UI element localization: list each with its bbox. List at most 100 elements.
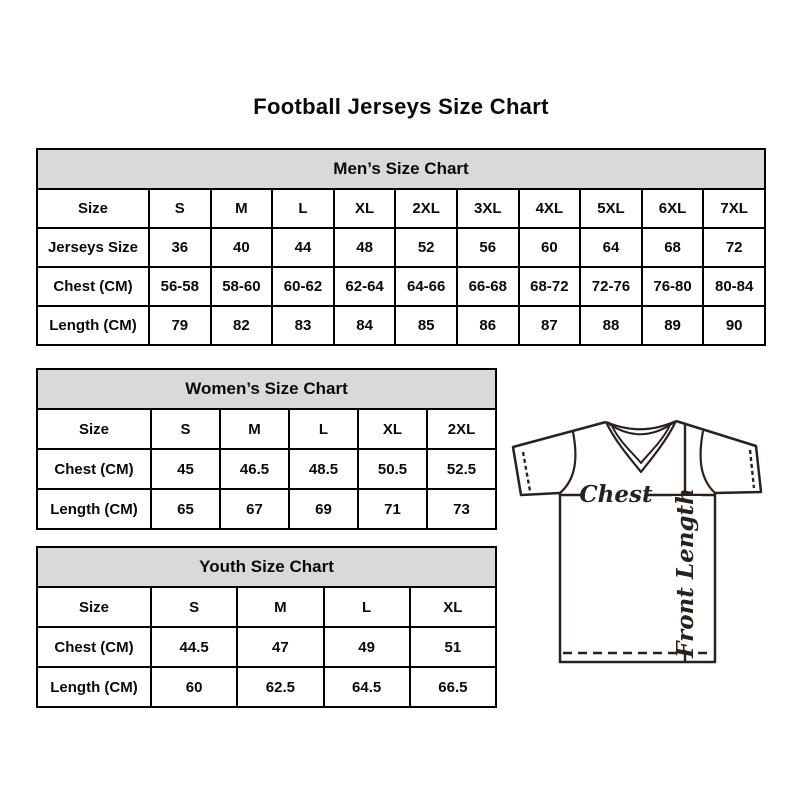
table-cell: 7XL — [702, 188, 766, 229]
row-label: Length (CM) — [36, 305, 150, 346]
right-armhole-seam — [699, 430, 716, 494]
table-cell: S — [150, 408, 221, 450]
left-cuff-dashed-line — [521, 451, 532, 492]
row-label: Size — [36, 188, 150, 229]
table-cell: 40 — [209, 227, 274, 268]
table-cell: 69 — [288, 488, 359, 530]
table-row: Size S M L XL 2XL — [36, 408, 497, 450]
table-cell: 86 — [455, 305, 520, 346]
table-cell: 73 — [426, 488, 497, 530]
table-row: Length (CM) 79 82 83 84 85 86 87 88 89 9… — [36, 305, 766, 346]
row-label: Size — [36, 408, 152, 450]
collar-back-arc-outer — [605, 419, 677, 431]
table-cell: XL — [357, 408, 428, 450]
table-cell: 56 — [455, 227, 520, 268]
table-cell: 76-80 — [640, 266, 705, 307]
table-cell: 5XL — [579, 188, 643, 229]
table-cell: 48 — [332, 227, 397, 268]
table-cell: 2XL — [394, 188, 458, 229]
table-header-row: Women’s Size Chart — [36, 368, 497, 410]
row-label: Jerseys Size — [36, 227, 150, 268]
table-cell: 71 — [357, 488, 428, 530]
table-cell: 85 — [394, 305, 458, 346]
page-title: Football Jerseys Size Chart — [253, 94, 549, 119]
table-cell: 51 — [408, 626, 498, 668]
table-cell: 49 — [322, 626, 411, 668]
table-header-row: Men’s Size Chart — [36, 148, 766, 190]
row-label: Length (CM) — [36, 488, 152, 530]
table-cell: 72-76 — [579, 266, 643, 307]
table-cell: 65 — [150, 488, 221, 530]
table-cell: 68-72 — [517, 266, 582, 307]
table-cell: 88 — [579, 305, 643, 346]
right-cuff-dashed-line — [748, 449, 756, 489]
table-cell: 2XL — [426, 408, 497, 450]
table-cell: 64 — [579, 227, 643, 268]
table-cell: XL — [408, 586, 498, 628]
row-label: Chest (CM) — [36, 448, 152, 490]
table-cell: 72 — [702, 227, 766, 268]
table-cell: M — [219, 408, 290, 450]
table-cell: 66-68 — [455, 266, 520, 307]
table-row: Jerseys Size 36 40 44 48 52 56 60 64 68 … — [36, 227, 766, 268]
table-cell: 67 — [219, 488, 290, 530]
table-cell: 66.5 — [408, 666, 498, 708]
jersey-outline — [511, 419, 763, 664]
table-cell: 36 — [148, 227, 212, 268]
mens-size-table: Men’s Size Chart Size S M L XL 2XL 3XL 4… — [36, 148, 766, 346]
row-label: Size — [36, 586, 152, 628]
table-cell: M — [209, 188, 274, 229]
row-label: Chest (CM) — [36, 266, 150, 307]
collar-inner-v — [611, 424, 671, 464]
table-row: Chest (CM) 45 46.5 48.5 50.5 52.5 — [36, 448, 497, 490]
table-cell: 60 — [149, 666, 239, 708]
table-cell: 56-58 — [148, 266, 212, 307]
table-cell: 79 — [148, 305, 212, 346]
table-cell: 44 — [271, 227, 335, 268]
table-cell: 80-84 — [702, 266, 766, 307]
table-cell: 83 — [271, 305, 335, 346]
table-cell: S — [149, 586, 239, 628]
table-cell: 87 — [517, 305, 582, 346]
table-cell: 89 — [640, 305, 705, 346]
table-cell: 44.5 — [149, 626, 239, 668]
table-cell: 90 — [702, 305, 766, 346]
table-cell: 45 — [150, 448, 221, 490]
table-cell: 58-60 — [209, 266, 274, 307]
table-cell: 52 — [394, 227, 458, 268]
row-label: Length (CM) — [36, 666, 152, 708]
table-row: Chest (CM) 56-58 58-60 60-62 62-64 64-66… — [36, 266, 766, 307]
table-row: Length (CM) 65 67 69 71 73 — [36, 488, 497, 530]
table-cell: S — [148, 188, 212, 229]
table-cell: 60 — [517, 227, 582, 268]
chest-label-bg — [585, 483, 647, 507]
table-cell: 84 — [332, 305, 397, 346]
collar-back-arc-inner — [608, 422, 674, 436]
table-cell: 64.5 — [322, 666, 411, 708]
table-cell: 62-64 — [332, 266, 397, 307]
table-cell: 48.5 — [288, 448, 359, 490]
table-cell: 82 — [209, 305, 274, 346]
front-length-label-bg — [672, 496, 702, 650]
jersey-measurement-diagram: Chest Front Length — [500, 395, 800, 695]
table-header-row: Youth Size Chart — [36, 546, 497, 588]
mens-table-title: Men’s Size Chart — [36, 148, 766, 190]
table-cell: 46.5 — [219, 448, 290, 490]
table-cell: 50.5 — [357, 448, 428, 490]
youth-size-table: Youth Size Chart Size S M L XL Chest (CM… — [36, 546, 498, 708]
table-cell: XL — [332, 188, 397, 229]
table-row: Chest (CM) 44.5 47 49 51 — [36, 626, 498, 668]
table-cell: 62.5 — [236, 666, 325, 708]
row-label: Chest (CM) — [36, 626, 152, 668]
table-cell: L — [288, 408, 359, 450]
womens-table-title: Women’s Size Chart — [36, 368, 497, 410]
jersey-diagram-svg: Chest Front Length — [511, 419, 763, 664]
table-row: Size S M L XL — [36, 586, 498, 628]
table-cell: 6XL — [640, 188, 705, 229]
table-cell: 3XL — [455, 188, 520, 229]
womens-size-table: Women’s Size Chart Size S M L XL 2XL Che… — [36, 368, 497, 530]
table-cell: M — [236, 586, 325, 628]
table-cell: 64-66 — [394, 266, 458, 307]
table-cell: 47 — [236, 626, 325, 668]
front-length-label: Front Length — [672, 488, 699, 659]
